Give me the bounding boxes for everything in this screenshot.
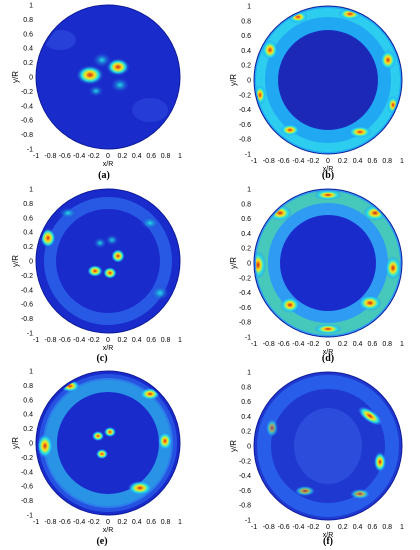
panel-c-caption: (c): [96, 353, 108, 364]
panel-d: (d): [210, 183, 420, 366]
panel-e-plot: [35, 370, 181, 516]
panel-c: (c): [0, 183, 210, 366]
panel-e-caption: (e): [96, 536, 108, 547]
panel-e: (e): [0, 366, 210, 549]
disk-a: [36, 5, 180, 149]
panel-a-caption: (a): [98, 170, 110, 181]
panel-a: (a): [0, 0, 210, 183]
panel-f-caption: (f): [323, 536, 333, 547]
disk-c: [36, 189, 180, 333]
panel-d-caption: (d): [321, 353, 335, 364]
disk-e: [36, 371, 180, 515]
panel-a-plot: [35, 4, 181, 150]
panel-b-caption: (b): [321, 170, 335, 181]
panel-f: (f): [210, 366, 420, 549]
panel-b: (b): [210, 0, 420, 183]
panel-d-plot: [253, 188, 403, 338]
panel-c-plot: [35, 188, 181, 334]
panel-b-plot: [253, 5, 403, 155]
panel-f-plot: [253, 371, 403, 521]
